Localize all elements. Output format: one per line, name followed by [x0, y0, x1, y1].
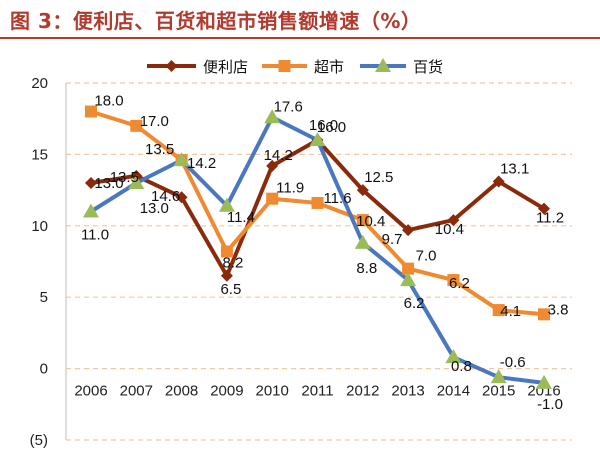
- data-label: 17.6: [274, 98, 303, 115]
- data-label: 13.0: [140, 200, 169, 217]
- data-point-convenience: [538, 202, 550, 215]
- data-point-convenience: [175, 191, 188, 204]
- data-label: -0.6: [500, 354, 526, 371]
- data-point-supermarket: [538, 308, 550, 321]
- data-point-department: [490, 369, 507, 384]
- data-point-department: [400, 272, 417, 287]
- data-point-supermarket: [311, 196, 324, 209]
- data-point-convenience: [447, 214, 460, 227]
- data-point-department: [445, 349, 462, 364]
- x-tick-label: 2009: [210, 383, 243, 400]
- data-label: 13.5: [110, 169, 139, 186]
- legend-marker: [375, 58, 391, 72]
- title-underline: [0, 37, 600, 39]
- data-point-department: [83, 203, 99, 218]
- data-label: 0.8: [451, 358, 472, 375]
- legend-label: 便利店: [203, 58, 248, 76]
- data-point-supermarket: [492, 304, 505, 317]
- data-point-department: [264, 109, 281, 124]
- data-label: 8.8: [356, 260, 377, 277]
- data-point-department: [173, 152, 190, 167]
- data-point-supermarket: [356, 214, 369, 227]
- data-label: 16.0: [309, 117, 338, 134]
- y-tick-label: 20: [31, 75, 48, 92]
- x-tick-label: 2011: [301, 383, 333, 400]
- data-label: 6.5: [220, 281, 241, 298]
- data-label: 6.2: [449, 275, 470, 292]
- y-tick-label: 15: [31, 146, 48, 163]
- data-label: 13.0: [94, 175, 123, 192]
- data-label: 18.0: [94, 93, 123, 110]
- data-label: 11.2: [536, 210, 564, 227]
- data-point-department: [309, 132, 326, 147]
- data-label: 11.6: [323, 190, 351, 207]
- data-label: 13.1: [500, 161, 529, 178]
- data-label: 16.0: [317, 119, 346, 136]
- chart-title: 图 3：便利店、百货和超市销售额增速（%）: [10, 9, 422, 33]
- x-tick-label: 2012: [346, 383, 379, 400]
- data-point-supermarket: [220, 245, 233, 258]
- x-tick-label: 2015: [482, 383, 515, 400]
- title-bar: 图 3：便利店、百货和超市销售额增速（%）: [0, 0, 600, 40]
- y-tick-label: 5: [40, 289, 48, 306]
- data-point-convenience: [220, 269, 233, 282]
- data-point-supermarket: [130, 119, 143, 132]
- legend-label: 超市: [314, 58, 344, 76]
- data-point-supermarket: [402, 262, 415, 275]
- data-label: 14.6: [151, 188, 180, 205]
- x-tick-label: 2013: [391, 383, 424, 400]
- data-label: 3.8: [548, 301, 569, 318]
- data-point-department: [218, 197, 235, 212]
- data-point-convenience: [492, 175, 505, 188]
- data-point-department: [536, 374, 552, 389]
- data-label: 7.0: [416, 248, 437, 265]
- data-label: 9.7: [382, 231, 403, 248]
- data-point-convenience: [356, 184, 369, 197]
- data-label: 12.5: [364, 169, 393, 186]
- x-tick-label: 2010: [256, 383, 289, 400]
- x-tick-label: 2006: [74, 383, 107, 400]
- data-label: 11.4: [227, 209, 255, 226]
- y-tick-label: 10: [31, 218, 48, 235]
- y-tick-label: 0: [40, 361, 48, 378]
- data-label: 4.1: [500, 303, 521, 320]
- data-label: 11.0: [81, 227, 109, 244]
- data-label: 10.4: [435, 221, 464, 238]
- data-point-supermarket: [85, 105, 97, 118]
- data-label: 14.2: [264, 147, 293, 164]
- data-point-department: [354, 234, 371, 249]
- data-label: 11.9: [276, 180, 304, 197]
- data-point-convenience: [266, 159, 279, 172]
- data-point-supermarket: [447, 274, 460, 287]
- x-tick-label: 2016: [527, 383, 560, 400]
- x-tick-label: 2007: [120, 383, 153, 400]
- data-label: 13.5: [145, 141, 174, 158]
- data-label: -1.0: [537, 396, 563, 413]
- y-tick-label: (5): [30, 432, 48, 449]
- x-tick-label: 2014: [437, 383, 470, 400]
- data-label: 8.2: [222, 255, 243, 272]
- data-point-supermarket: [266, 192, 279, 205]
- data-point-convenience: [85, 176, 97, 189]
- data-label: 10.4: [356, 213, 385, 230]
- legend-marker: [278, 60, 291, 72]
- data-label: 14.2: [187, 155, 216, 172]
- data-point-department: [128, 174, 145, 189]
- legend-label: 百货: [413, 58, 443, 76]
- x-tick-label: 2008: [165, 383, 198, 400]
- data-label: 17.0: [140, 113, 169, 130]
- data-point-convenience: [402, 224, 415, 237]
- data-label: 6.2: [404, 295, 425, 312]
- legend-marker: [165, 60, 178, 72]
